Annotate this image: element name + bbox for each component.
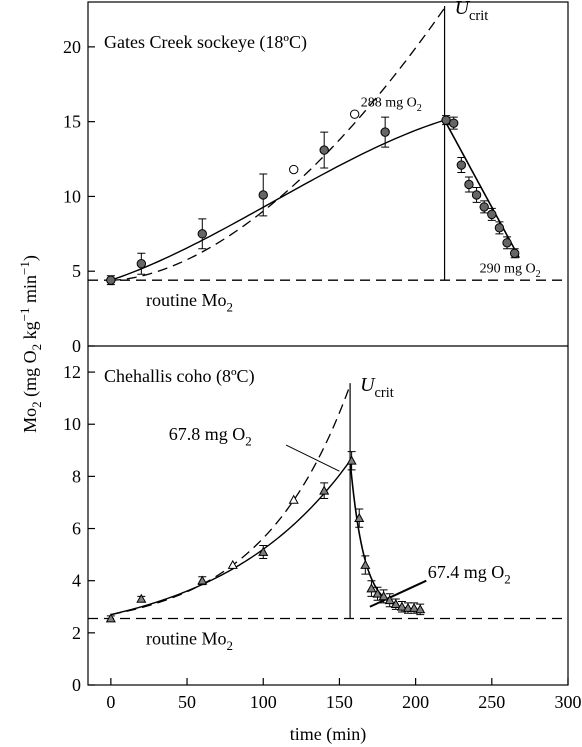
recovery-data-point (378, 591, 389, 601)
data-point (258, 546, 269, 556)
x-tick-label: 50 (178, 692, 196, 712)
y-axis-label: Mo2 (mg O2 kg−1 min−1) (17, 255, 44, 433)
y-tick-label: 10 (63, 186, 81, 206)
y-tick-label: 0 (72, 336, 81, 356)
tangent-line (369, 579, 427, 608)
recovery-data-point (372, 588, 383, 598)
x-tick-label: 250 (478, 692, 505, 712)
data-point (197, 229, 207, 239)
recovery-data-point (402, 602, 414, 612)
panel-chehallis-coho: 0 2 4 6 8 10 12 routine Mo2 Ucrit 67.8 mg O2 67.4 … (63, 362, 568, 695)
x-axis-label: time (min) (290, 724, 366, 745)
data-point (136, 259, 147, 269)
open-data-point (289, 164, 299, 175)
data-point (105, 613, 116, 623)
y-tick-label: 5 (72, 261, 81, 281)
recovery-data-point (471, 190, 482, 200)
recovery-data-point (384, 595, 395, 605)
ucrit-label: Ucrit (360, 374, 394, 401)
y-tick-label: 20 (63, 37, 81, 57)
y-tick-label: 10 (63, 414, 81, 434)
data-point (380, 127, 390, 137)
recovery-data-point (396, 601, 407, 611)
panel-title-coho: Chehallis coho (8ºC) (104, 366, 255, 387)
x-tick-label: 300 (555, 692, 582, 712)
panel-gates-creek-sockeye: 0 5 10 15 20 routine Mo2 Ucrit 288 mg O2 290 mg … (63, 0, 568, 356)
area-annotation: 67.8 mg O2 (169, 424, 252, 448)
x-tick-label: 0 (106, 692, 115, 712)
data-point (319, 485, 330, 495)
area-annotation: 67.4 mg O2 (428, 562, 511, 586)
data-point (319, 145, 329, 155)
recovery-data-point (487, 209, 497, 220)
solid-fit-curve (110, 119, 445, 281)
x-axis: 0 50 100 150 200 250 300 (106, 678, 582, 712)
y-tick-label: 4 (72, 571, 81, 591)
recovery-data-point (464, 179, 474, 190)
dashed-fit-curve (110, 384, 351, 616)
annotation-pointer-line (285, 444, 340, 472)
area-annotation: 290 mg O2 (480, 262, 541, 280)
recovery-data-point (360, 559, 371, 569)
routine-mo2-label: routine Mo2 (146, 290, 233, 314)
y-tick-label: 15 (63, 112, 81, 132)
data-point (136, 593, 147, 603)
x-tick-label: 150 (326, 692, 353, 712)
recovery-data-point (494, 223, 505, 233)
y-tick-label: 8 (72, 466, 81, 486)
x-tick-label: 100 (250, 692, 277, 712)
y-tick-label: 6 (72, 519, 81, 539)
recovery-data-point (409, 602, 420, 612)
recovery-data-point (415, 604, 426, 614)
x-tick-label: 200 (402, 692, 429, 712)
data-point (106, 275, 116, 285)
open-data-point (349, 109, 360, 119)
open-data-point (288, 494, 299, 504)
routine-mo2-label: routine Mo2 (146, 629, 233, 653)
recovery-fit-curve (443, 119, 520, 259)
solid-fit-curve (110, 460, 351, 616)
ucrit-label: Ucrit (455, 0, 489, 24)
recovery-data-point (502, 238, 512, 248)
recovery-data-point (390, 598, 401, 609)
recovery-data-point (449, 118, 459, 128)
y-tick-label: 0 (72, 675, 81, 695)
recovery-data-point (509, 248, 520, 258)
plot-frame (87, 1, 569, 686)
open-data-point (227, 559, 238, 569)
panel-title-sockeye: Gates Creek sockeye (18ºC) (104, 32, 307, 53)
dashed-fit-curve (110, 7, 446, 281)
data-point (197, 575, 208, 585)
y-tick-label: 12 (63, 362, 81, 382)
data-point (346, 455, 357, 465)
data-point (258, 190, 268, 200)
y-tick-label: 2 (72, 623, 81, 643)
recovery-data-point (479, 202, 489, 212)
recovery-data-point (366, 583, 377, 593)
recovery-data-point (354, 512, 365, 522)
recovery-data-point (456, 160, 467, 170)
area-annotation: 288 mg O2 (361, 96, 422, 114)
